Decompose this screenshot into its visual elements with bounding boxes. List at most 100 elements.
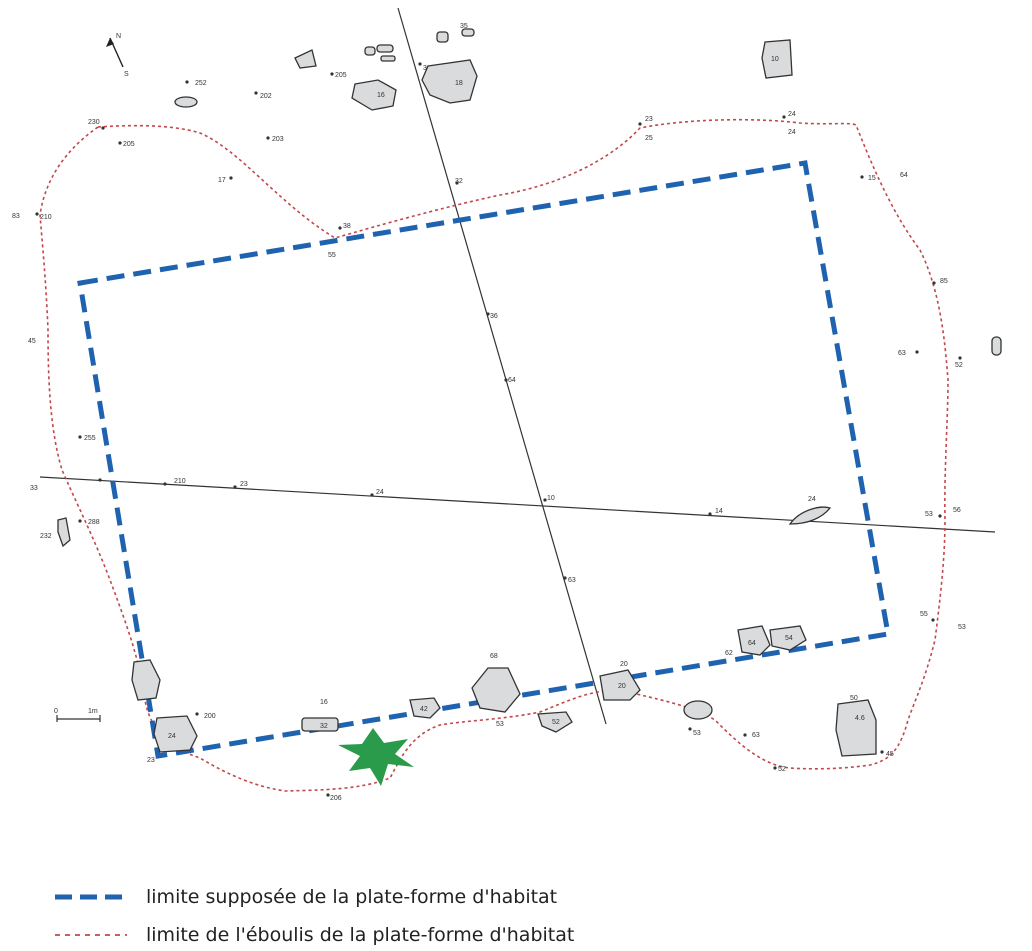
stone (376, 44, 394, 53)
stone (131, 659, 161, 701)
svg-text:32: 32 (455, 178, 463, 185)
svg-text:15: 15 (868, 175, 876, 182)
stone (683, 700, 713, 720)
stone (294, 49, 317, 69)
svg-text:255: 255 (84, 435, 96, 442)
scale-start-label: 0 (54, 708, 58, 715)
svg-text:52: 52 (955, 362, 963, 369)
stone (788, 506, 832, 525)
platform-limit-outline (77, 160, 891, 759)
green-star-marker (338, 728, 414, 786)
svg-text:53: 53 (925, 511, 933, 518)
svg-text:230: 230 (88, 119, 100, 126)
scale-bar: 0 1m (54, 708, 101, 722)
stone (471, 667, 521, 713)
svg-text:203: 203 (272, 136, 284, 143)
stone (835, 699, 877, 757)
svg-text:85: 85 (940, 278, 948, 285)
svg-text:38: 38 (343, 223, 351, 230)
stone (351, 79, 397, 111)
svg-text:42: 42 (420, 706, 428, 713)
svg-text:23: 23 (240, 481, 248, 488)
stone (537, 711, 573, 733)
svg-text:52: 52 (552, 719, 560, 726)
svg-text:63: 63 (898, 350, 906, 357)
svg-text:63: 63 (568, 577, 576, 584)
svg-text:64: 64 (508, 377, 516, 384)
legend-label-platform: limite supposée de la plate-forme d'habi… (146, 886, 557, 908)
svg-text:55: 55 (328, 252, 336, 259)
scree-limit-outline (39, 118, 949, 792)
survey-axis-ns (397, 7, 607, 725)
svg-text:4.6: 4.6 (855, 715, 865, 722)
svg-text:232: 232 (40, 533, 52, 540)
stone (436, 31, 449, 43)
survey-points (35, 62, 962, 797)
stone (769, 625, 807, 651)
stone (991, 336, 1002, 356)
svg-text:18: 18 (455, 80, 463, 87)
svg-text:64: 64 (748, 640, 756, 647)
south-label: S (124, 71, 129, 78)
stone (364, 46, 376, 56)
svg-text:16: 16 (377, 92, 385, 99)
svg-text:68: 68 (490, 653, 498, 660)
svg-text:53: 53 (958, 624, 966, 631)
svg-text:53: 53 (496, 721, 504, 728)
north-arrow: N S (106, 33, 129, 78)
svg-text:56: 56 (953, 507, 961, 514)
svg-text:202: 202 (260, 93, 272, 100)
svg-text:53: 53 (693, 730, 701, 737)
svg-text:33: 33 (30, 485, 38, 492)
survey-axis-ew (39, 476, 996, 533)
svg-text:23: 23 (645, 116, 653, 123)
svg-text:50: 50 (850, 695, 858, 702)
svg-text:63: 63 (752, 732, 760, 739)
north-label: N (116, 33, 121, 40)
svg-text:55: 55 (920, 611, 928, 618)
svg-text:288: 288 (88, 519, 100, 526)
svg-text:3: 3 (423, 65, 427, 72)
svg-text:252: 252 (195, 80, 207, 87)
svg-text:32: 32 (320, 723, 328, 730)
svg-text:205: 205 (335, 72, 347, 79)
svg-text:24: 24 (788, 129, 796, 136)
svg-text:20: 20 (618, 683, 626, 690)
stone (380, 55, 396, 62)
svg-text:205: 205 (123, 141, 135, 148)
svg-text:210: 210 (174, 478, 186, 485)
svg-text:35: 35 (460, 23, 468, 30)
scale-end-label: 1m (88, 708, 98, 715)
stone (301, 717, 339, 732)
svg-text:10: 10 (771, 56, 779, 63)
elevation-labels: 3 18 16 10 35 32 36 64 10 63 210 23 24 1… (12, 23, 966, 802)
svg-text:24: 24 (376, 489, 384, 496)
stone (421, 59, 478, 104)
svg-text:16: 16 (320, 699, 328, 706)
svg-text:200: 200 (204, 713, 216, 720)
svg-text:45: 45 (886, 751, 894, 758)
svg-text:62: 62 (725, 650, 733, 657)
svg-text:45: 45 (28, 338, 36, 345)
svg-text:206: 206 (330, 795, 342, 802)
svg-text:10: 10 (547, 495, 555, 502)
svg-text:52: 52 (778, 766, 786, 773)
svg-text:23: 23 (147, 757, 155, 764)
stone (153, 715, 198, 753)
svg-text:14: 14 (715, 508, 723, 515)
legend-label-scree: limite de l'éboulis de la plate-forme d'… (146, 924, 574, 946)
svg-text:17: 17 (218, 177, 226, 184)
legend: limite supposée de la plate-forme d'habi… (55, 886, 574, 946)
stone (461, 28, 475, 37)
svg-text:20: 20 (620, 661, 628, 668)
stone (174, 96, 198, 108)
stone (599, 669, 641, 701)
stone (761, 39, 793, 79)
svg-text:83: 83 (12, 213, 20, 220)
svg-text:36: 36 (490, 313, 498, 320)
stones-group (57, 28, 1002, 757)
svg-text:64: 64 (900, 172, 908, 179)
stone (737, 625, 771, 656)
svg-text:24: 24 (788, 111, 796, 118)
